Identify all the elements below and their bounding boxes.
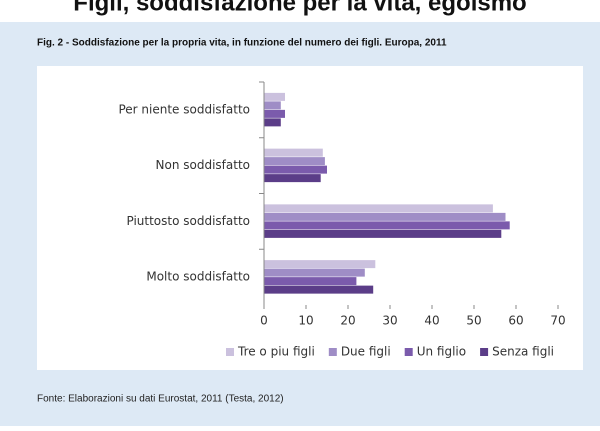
bar	[264, 285, 374, 294]
heading: Figli, soddisfazione per la vita, egoism…	[73, 0, 526, 16]
bar	[264, 229, 502, 238]
bar	[264, 277, 357, 286]
legend-swatch	[480, 348, 489, 356]
y-tick-label: Non soddisfatto	[156, 158, 250, 172]
x-tick-label: 60	[508, 314, 523, 328]
bar	[264, 148, 323, 157]
chart-title: Fig. 2 - Soddisfazione per la propria vi…	[37, 38, 447, 49]
x-tick-label: 40	[424, 314, 439, 328]
legend-swatch	[328, 348, 337, 356]
x-tick-label: 0	[260, 314, 268, 328]
bar	[264, 268, 365, 277]
x-tick-label: 70	[550, 314, 565, 328]
x-tick-label: 10	[298, 314, 313, 328]
bar	[264, 157, 325, 166]
legend-label: Due figli	[341, 345, 391, 359]
bar	[264, 118, 281, 127]
bar	[264, 92, 285, 101]
x-tick-label: 30	[382, 314, 397, 328]
legend-label: Un figlio	[417, 345, 466, 359]
source: Fonte: Elaborazioni su dati Eurostat, 20…	[37, 394, 284, 405]
x-tick-label: 20	[340, 314, 355, 328]
y-tick-label: Piuttosto soddisfatto	[126, 214, 250, 228]
bar	[264, 101, 281, 110]
bar	[264, 109, 285, 118]
bar	[264, 221, 510, 230]
y-tick-label: Per niente soddisfatto	[118, 102, 250, 116]
bar	[264, 165, 327, 174]
legend-swatch	[404, 348, 413, 356]
bar	[264, 260, 376, 269]
y-tick-label: Molto soddisfatto	[146, 270, 250, 284]
x-tick-label: 50	[466, 314, 481, 328]
bar	[264, 174, 321, 183]
bar	[264, 212, 506, 221]
legend-label: Senza figli	[492, 345, 554, 359]
legend-label: Tre o piu figli	[237, 345, 315, 359]
bar	[264, 204, 493, 213]
legend-swatch	[226, 348, 234, 356]
